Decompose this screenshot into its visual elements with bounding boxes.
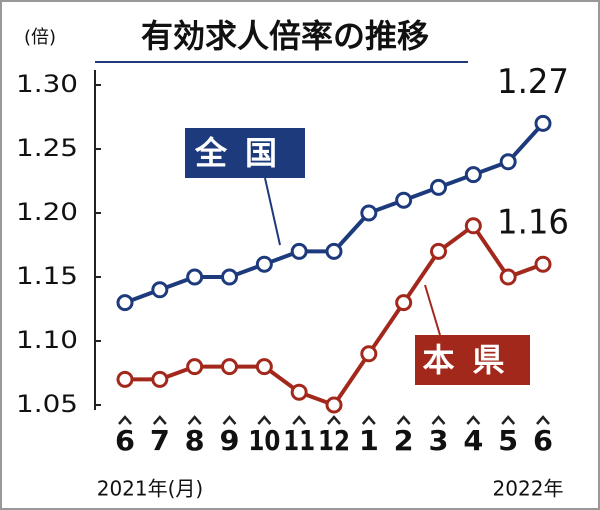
x-tick [187, 415, 202, 425]
point [221, 268, 238, 286]
point [464, 166, 482, 184]
y-tick-label: 1.10 [16, 326, 78, 354]
x-tick-label: 3 [429, 424, 449, 457]
x-tick [431, 415, 446, 425]
callout-line [424, 284, 441, 336]
x-tick-label: 7 [150, 424, 170, 457]
y-tick-label: 1.30 [16, 70, 78, 98]
x-tick-label: 2 [394, 424, 414, 457]
y-unit: (倍) [24, 27, 56, 48]
point [430, 242, 447, 260]
callout-line [264, 177, 281, 246]
point [151, 281, 169, 299]
x-tick-label: 6 [115, 424, 135, 457]
x-tick [361, 415, 376, 425]
point [186, 358, 204, 376]
x-tick [257, 415, 272, 425]
legend-box [415, 335, 530, 385]
legend-box [185, 128, 305, 178]
x-tick [152, 415, 167, 425]
point [325, 242, 343, 260]
x-tick [466, 415, 481, 425]
point [499, 153, 517, 171]
x-tick-label: 6 [533, 424, 553, 457]
x-tick-label: 8 [185, 424, 205, 457]
x-tick-label: 4 [463, 424, 483, 457]
x-tick [396, 415, 411, 425]
x-tick [118, 415, 132, 425]
point [116, 294, 134, 312]
point [499, 268, 517, 286]
point [290, 242, 308, 260]
point [360, 345, 378, 363]
x-tick [501, 415, 516, 425]
value-label: 1.16 [497, 203, 569, 243]
legend-label: 本県 [422, 341, 522, 379]
point [464, 217, 482, 235]
point [395, 191, 413, 209]
point [360, 204, 378, 222]
x-tick [327, 415, 341, 425]
y-tick-label: 1.25 [16, 134, 78, 162]
year-label: 2022年 [493, 477, 564, 501]
x-tick-label: 9 [220, 424, 240, 457]
year-label: 2021年(月) [97, 477, 204, 501]
point [255, 358, 273, 376]
point [221, 358, 238, 376]
chart-title: 有効求人倍率の推移 [141, 17, 429, 55]
x-tick [536, 415, 550, 425]
point [534, 255, 552, 273]
point [290, 383, 308, 401]
x-tick-label: 1 [359, 424, 379, 457]
point [116, 370, 134, 388]
point [325, 396, 343, 414]
x-tick [222, 415, 237, 425]
point [186, 268, 204, 286]
x-tick [292, 415, 307, 425]
y-tick-label: 1.20 [16, 198, 78, 226]
value-label: 1.27 [497, 62, 569, 102]
y-tick-label: 1.15 [16, 262, 78, 290]
y-tick-label: 1.05 [16, 390, 78, 418]
point [255, 255, 273, 273]
point [534, 114, 552, 132]
x-tick-label: 10 [248, 424, 280, 457]
legend-label: 全国 [194, 134, 295, 172]
point [395, 294, 413, 312]
x-tick-label: 11 [283, 424, 315, 457]
point [151, 370, 169, 388]
point [430, 178, 447, 196]
x-tick-label: 5 [498, 424, 518, 457]
x-tick-label: 12 [318, 424, 350, 457]
